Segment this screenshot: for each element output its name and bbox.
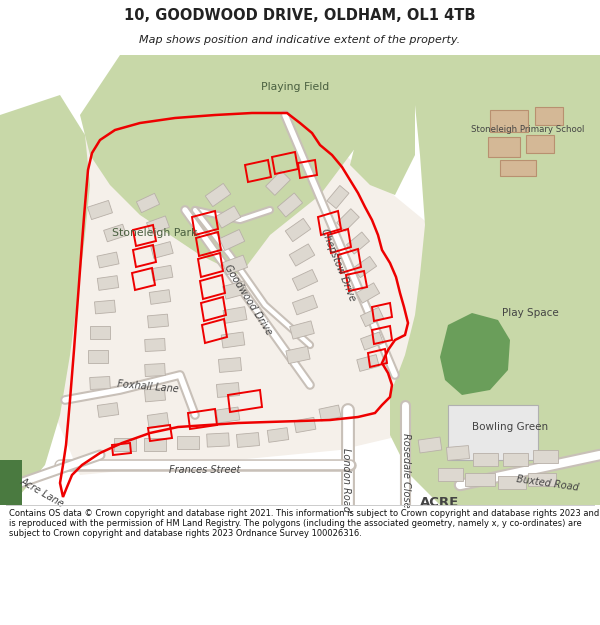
Text: Contains OS data © Crown copyright and database right 2021. This information is : Contains OS data © Crown copyright and d… bbox=[9, 509, 599, 538]
Bar bbox=[0, 460, 22, 505]
Polygon shape bbox=[149, 289, 171, 304]
Polygon shape bbox=[205, 183, 231, 207]
Polygon shape bbox=[292, 269, 318, 291]
Text: Play Space: Play Space bbox=[502, 308, 559, 318]
Text: Stoneleigh Park: Stoneleigh Park bbox=[112, 228, 197, 238]
Polygon shape bbox=[490, 110, 528, 132]
Polygon shape bbox=[289, 244, 315, 266]
Polygon shape bbox=[97, 402, 119, 418]
Polygon shape bbox=[390, 55, 600, 505]
Polygon shape bbox=[218, 357, 242, 372]
Polygon shape bbox=[236, 432, 260, 447]
Polygon shape bbox=[145, 339, 166, 351]
Polygon shape bbox=[145, 388, 166, 402]
Polygon shape bbox=[286, 346, 310, 364]
Polygon shape bbox=[446, 446, 470, 461]
Polygon shape bbox=[535, 107, 563, 125]
Polygon shape bbox=[219, 229, 245, 251]
Polygon shape bbox=[88, 201, 112, 219]
Text: Bowling Green: Bowling Green bbox=[472, 422, 548, 432]
Polygon shape bbox=[346, 232, 370, 254]
Text: Buxted Road: Buxted Road bbox=[516, 474, 580, 492]
Polygon shape bbox=[215, 206, 241, 228]
Polygon shape bbox=[223, 255, 248, 275]
Text: Playing Field: Playing Field bbox=[261, 82, 329, 92]
Polygon shape bbox=[473, 454, 497, 466]
Polygon shape bbox=[151, 266, 173, 281]
Polygon shape bbox=[88, 351, 108, 364]
Polygon shape bbox=[319, 405, 341, 421]
Polygon shape bbox=[267, 428, 289, 442]
Polygon shape bbox=[290, 321, 314, 339]
Polygon shape bbox=[147, 412, 169, 428]
Text: 10, GOODWOOD DRIVE, OLDHAM, OL1 4TB: 10, GOODWOOD DRIVE, OLDHAM, OL1 4TB bbox=[124, 8, 476, 23]
Polygon shape bbox=[206, 433, 229, 447]
Polygon shape bbox=[146, 216, 169, 234]
Polygon shape bbox=[221, 332, 245, 348]
Text: Stoneleigh Primary School: Stoneleigh Primary School bbox=[472, 126, 584, 134]
Polygon shape bbox=[437, 469, 463, 481]
Polygon shape bbox=[144, 439, 166, 451]
Polygon shape bbox=[418, 437, 442, 453]
Polygon shape bbox=[223, 281, 247, 299]
Polygon shape bbox=[148, 314, 169, 328]
Text: London Road: London Road bbox=[341, 448, 351, 512]
Text: Chepstow Drive: Chepstow Drive bbox=[319, 228, 357, 302]
Polygon shape bbox=[223, 307, 247, 323]
Polygon shape bbox=[97, 276, 119, 291]
Polygon shape bbox=[114, 439, 136, 451]
Polygon shape bbox=[526, 135, 554, 153]
Polygon shape bbox=[90, 326, 110, 339]
Polygon shape bbox=[97, 252, 119, 268]
Polygon shape bbox=[357, 354, 379, 371]
Polygon shape bbox=[500, 160, 536, 176]
Polygon shape bbox=[356, 282, 380, 303]
Polygon shape bbox=[177, 436, 199, 449]
Polygon shape bbox=[488, 137, 520, 157]
Polygon shape bbox=[440, 313, 510, 395]
Polygon shape bbox=[292, 295, 317, 315]
Text: ACRE: ACRE bbox=[421, 496, 460, 509]
Text: Acre Lane: Acre Lane bbox=[19, 476, 65, 509]
Bar bbox=[448, 405, 538, 460]
Polygon shape bbox=[350, 55, 415, 195]
Polygon shape bbox=[216, 407, 240, 423]
Polygon shape bbox=[465, 474, 495, 486]
Polygon shape bbox=[55, 110, 430, 475]
Polygon shape bbox=[528, 474, 556, 486]
Polygon shape bbox=[89, 376, 110, 389]
Polygon shape bbox=[361, 308, 383, 327]
Polygon shape bbox=[217, 382, 239, 398]
Polygon shape bbox=[104, 224, 127, 242]
Polygon shape bbox=[353, 256, 377, 278]
Polygon shape bbox=[95, 300, 115, 314]
Polygon shape bbox=[327, 186, 349, 209]
Text: Rosedale Close: Rosedale Close bbox=[401, 432, 411, 508]
Polygon shape bbox=[266, 171, 290, 196]
Polygon shape bbox=[151, 242, 173, 258]
Polygon shape bbox=[80, 55, 400, 275]
Text: Goodwood Drive: Goodwood Drive bbox=[222, 263, 274, 337]
Polygon shape bbox=[136, 193, 160, 213]
Polygon shape bbox=[0, 95, 90, 500]
Polygon shape bbox=[145, 364, 166, 376]
Polygon shape bbox=[337, 209, 359, 231]
Polygon shape bbox=[285, 218, 311, 242]
Polygon shape bbox=[503, 454, 527, 466]
Polygon shape bbox=[361, 332, 383, 350]
Polygon shape bbox=[533, 451, 557, 464]
Polygon shape bbox=[277, 193, 302, 217]
Polygon shape bbox=[294, 418, 316, 432]
Text: Foxhall Lane: Foxhall Lane bbox=[117, 379, 179, 394]
Text: Frances Street: Frances Street bbox=[169, 465, 241, 475]
Polygon shape bbox=[498, 476, 526, 489]
Text: Map shows position and indicative extent of the property.: Map shows position and indicative extent… bbox=[139, 34, 461, 44]
